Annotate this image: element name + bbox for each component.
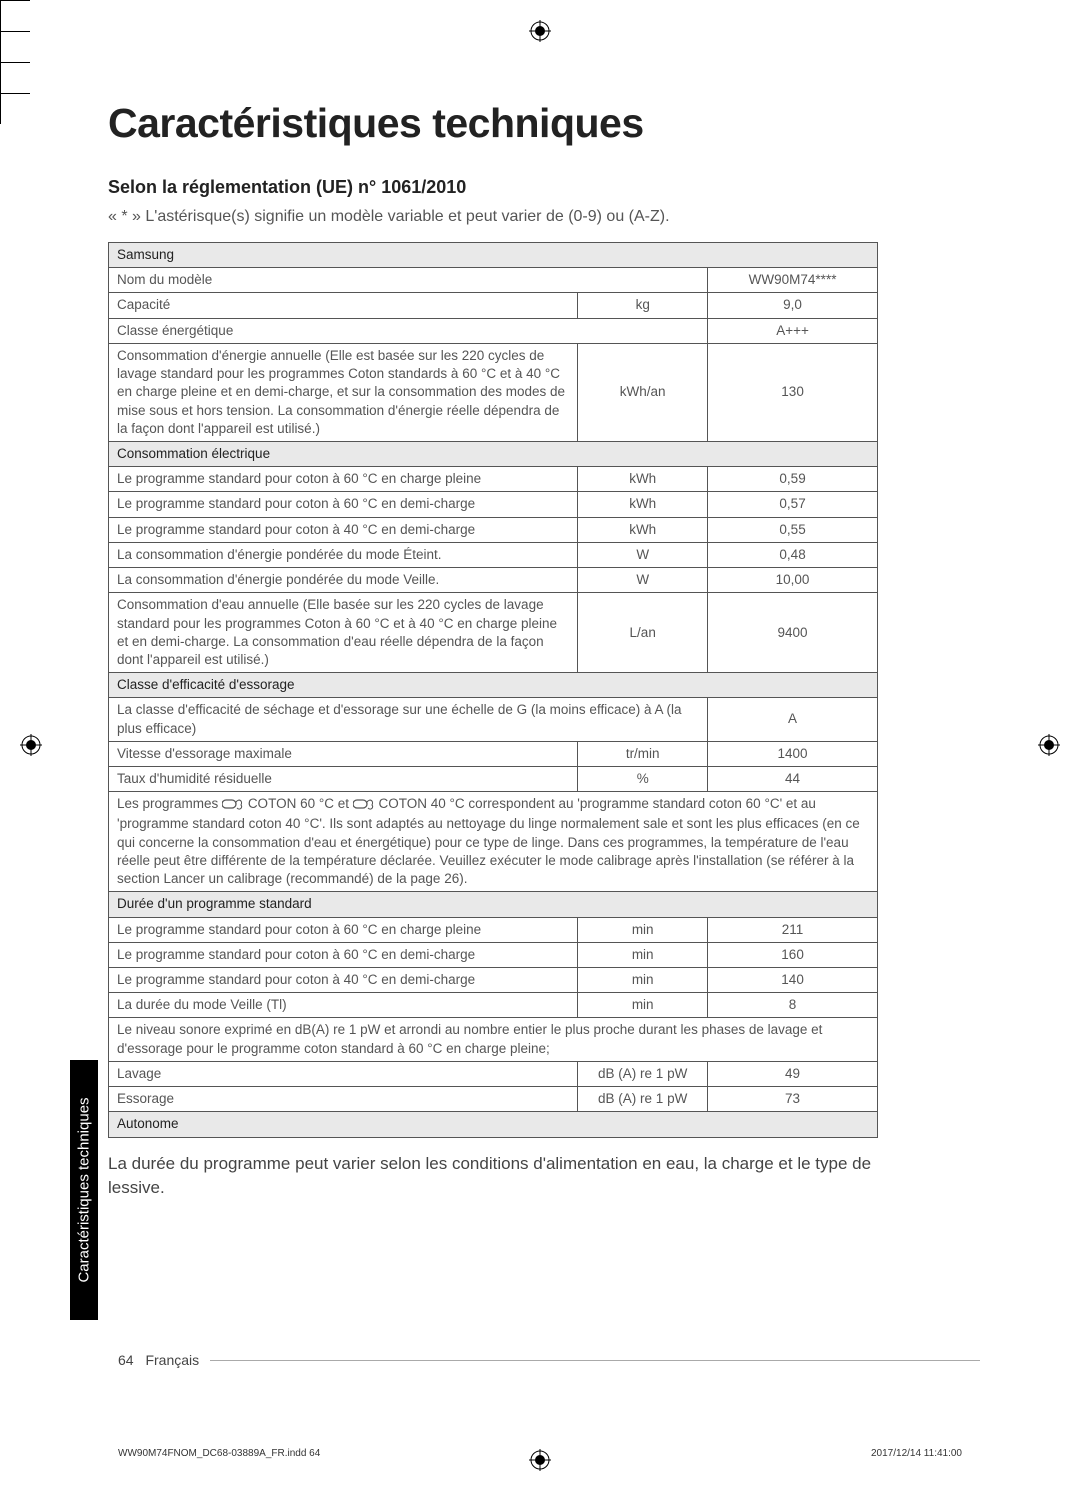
table-row-label: Le programme standard pour coton à 40 °C… [109,968,578,993]
cotton-icon [353,797,375,815]
table-row-value: 160 [708,942,878,967]
crop-mark [0,63,1080,93]
humidity-value: 44 [708,767,878,792]
noise-row-value: 49 [708,1061,878,1086]
page-title: Caractéristiques techniques [108,100,972,147]
table-row-value: 211 [708,917,878,942]
table-row-label: Le programme standard pour coton à 60 °C… [109,917,578,942]
noise-row-label: Lavage [109,1061,578,1086]
noise-row-unit: dB (A) re 1 pW [578,1087,708,1112]
humidity-unit: % [578,767,708,792]
imprint: WW90M74FNOM_DC68-03889A_FR.indd 64 2017/… [118,1448,962,1459]
table-row-label: Le programme standard pour coton à 60 °C… [109,467,578,492]
annual-energy-unit: kWh/an [578,343,708,441]
page-footer: 64 Français [118,1352,199,1368]
note-text: COTON 60 °C et [248,796,353,811]
noise-row-label: Essorage [109,1087,578,1112]
table-row-value: 8 [708,993,878,1018]
annual-energy-label: Consommation d'énergie annuelle (Elle es… [109,343,578,441]
capacity-value: 9,0 [708,293,878,318]
spin-speed-value: 1400 [708,741,878,766]
table-row-unit: kWh [578,467,708,492]
note-text: Les programmes [117,796,222,811]
table-row-unit: min [578,917,708,942]
table-row-value: 0,59 [708,467,878,492]
table-row-label: La consommation d'énergie pondérée du mo… [109,542,578,567]
table-row-label: La durée du mode Veille (Tl) [109,993,578,1018]
noise-row-value: 73 [708,1087,878,1112]
table-row-unit: W [578,568,708,593]
energy-class-value: A+++ [708,318,878,343]
asterisk-note: « * » L'astérisque(s) signifie un modèle… [108,208,972,226]
energy-class-label: Classe énergétique [109,318,708,343]
section-standalone-header: Autonome [109,1112,878,1137]
capacity-label: Capacité [109,293,578,318]
cotton-note-row: Les programmes COTON 60 °C et COTON 40 °… [109,792,878,892]
section-power-header: Consommation électrique [109,441,878,466]
spin-class-value: A [708,698,878,741]
table-row-label: Le programme standard pour coton à 40 °C… [109,517,578,542]
brand-header: Samsung [109,243,878,268]
annual-water-label: Consommation d'eau annuelle (Elle basée … [109,593,578,673]
noise-header-row: Le niveau sonore exprimé en dB(A) re 1 p… [109,1018,878,1061]
capacity-unit: kg [578,293,708,318]
humidity-label: Taux d'humidité résiduelle [109,767,578,792]
section-duration-header: Durée d'un programme standard [109,892,878,917]
table-row-unit: W [578,542,708,567]
page-subtitle: Selon la réglementation (UE) n° 1061/201… [108,177,972,198]
table-row-unit: kWh [578,517,708,542]
post-table-note: La durée du programme peut varier selon … [108,1152,878,1201]
table-row-value: 140 [708,968,878,993]
imprint-file: WW90M74FNOM_DC68-03889A_FR.indd 64 [118,1448,320,1459]
model-label: Nom du modèle [109,268,708,293]
table-row-unit: min [578,942,708,967]
side-tab: Caractéristiques techniques [70,1060,98,1320]
noise-row-unit: dB (A) re 1 pW [578,1061,708,1086]
annual-energy-value: 130 [708,343,878,441]
registration-mark-icon [1038,734,1060,756]
table-row-label: Le programme standard pour coton à 60 °C… [109,492,578,517]
spin-speed-label: Vitesse d'essorage maximale [109,741,578,766]
registration-mark-icon [20,734,42,756]
footer-divider [210,1360,980,1361]
table-row-label: La consommation d'énergie pondérée du mo… [109,568,578,593]
spec-table: Samsung Nom du modèle WW90M74**** Capaci… [108,242,878,1138]
annual-water-unit: L/an [578,593,708,673]
table-row-label: Le programme standard pour coton à 60 °C… [109,942,578,967]
table-row-value: 0,55 [708,517,878,542]
table-row-value: 0,48 [708,542,878,567]
imprint-date: 2017/12/14 11:41:00 [871,1448,962,1459]
table-row-unit: min [578,968,708,993]
model-value: WW90M74**** [708,268,878,293]
table-row-value: 10,00 [708,568,878,593]
section-spin-header: Classe d'efficacité d'essorage [109,673,878,698]
table-row-value: 0,57 [708,492,878,517]
page-number: 64 [118,1352,134,1368]
registration-mark-icon [529,20,551,42]
spin-class-label: La classe d'efficacité de séchage et d'e… [109,698,708,741]
side-tab-label: Caractéristiques techniques [76,1097,93,1282]
table-row-unit: kWh [578,492,708,517]
cotton-icon [222,797,244,815]
table-row-unit: min [578,993,708,1018]
spin-speed-unit: tr/min [578,741,708,766]
page-language: Français [145,1352,199,1368]
annual-water-value: 9400 [708,593,878,673]
